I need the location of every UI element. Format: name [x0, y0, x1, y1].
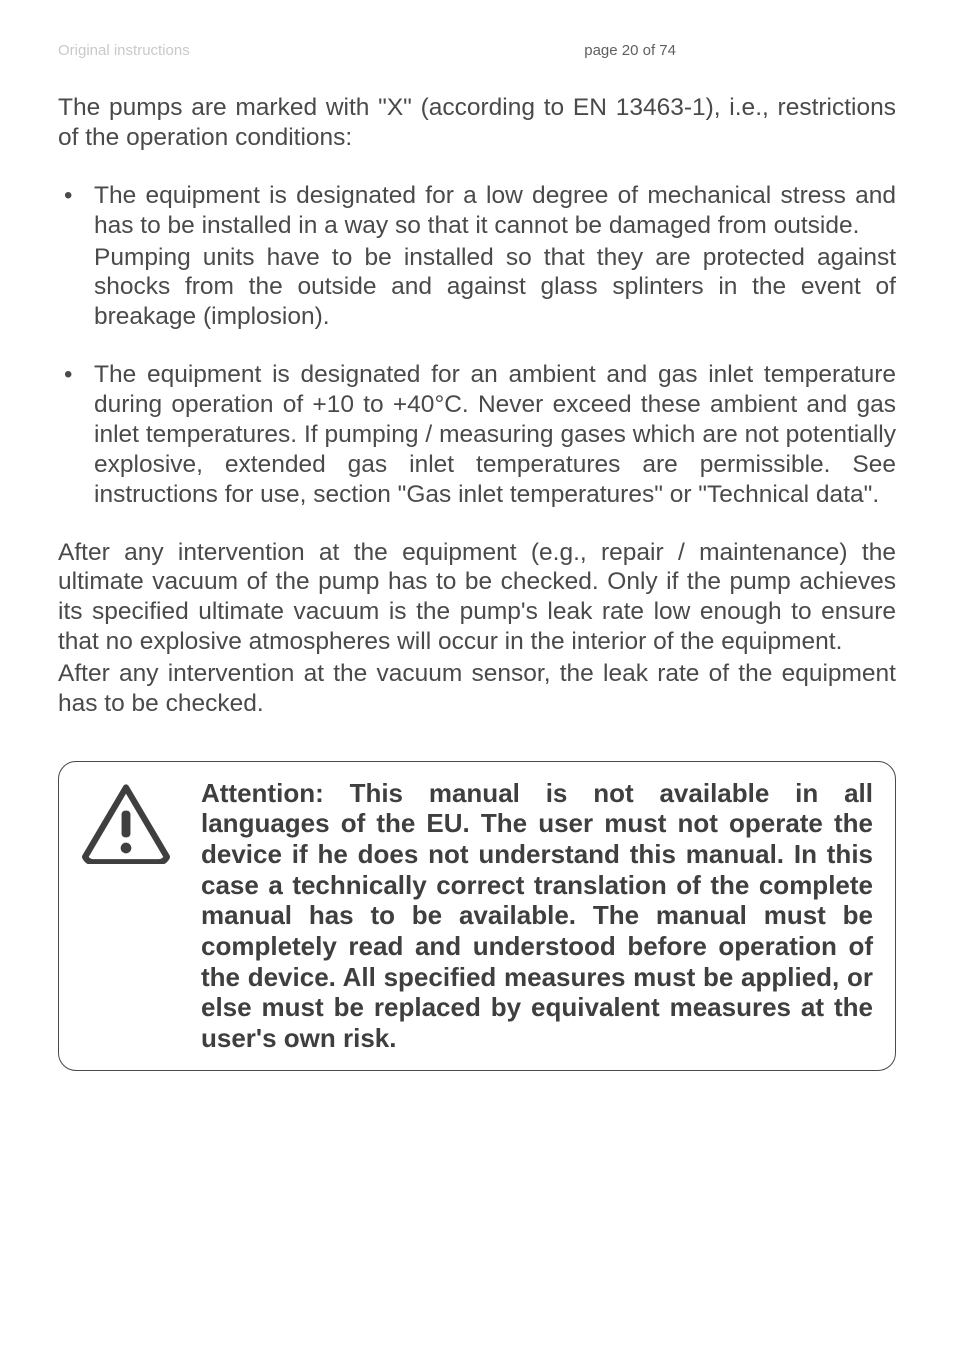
bullet-sub-text: Pumping units have to be installed so th… — [94, 243, 896, 333]
bullet-main-text: The equipment is designated for an ambie… — [94, 361, 896, 508]
attention-callout: Attention: This manual is not available … — [58, 761, 896, 1071]
closing-paragraph-1: After any intervention at the equipment … — [58, 538, 896, 658]
bullet-item: The equipment is designated for an ambie… — [58, 360, 896, 509]
page-header: Original instructions page 20 of 74 — [58, 42, 896, 59]
header-left-text: Original instructions — [58, 42, 190, 59]
warning-icon — [81, 778, 171, 1054]
intro-paragraph: The pumps are marked with "X" (according… — [58, 93, 896, 153]
bullet-main-text: The equipment is designated for a low de… — [94, 182, 896, 239]
closing-paragraph-2: After any intervention at the vacuum sen… — [58, 659, 896, 719]
header-page-number: page 20 of 74 — [584, 42, 896, 59]
callout-text: Attention: This manual is not available … — [201, 778, 873, 1054]
bullet-list: The equipment is designated for a low de… — [58, 181, 896, 510]
bullet-item: The equipment is designated for a low de… — [58, 181, 896, 332]
